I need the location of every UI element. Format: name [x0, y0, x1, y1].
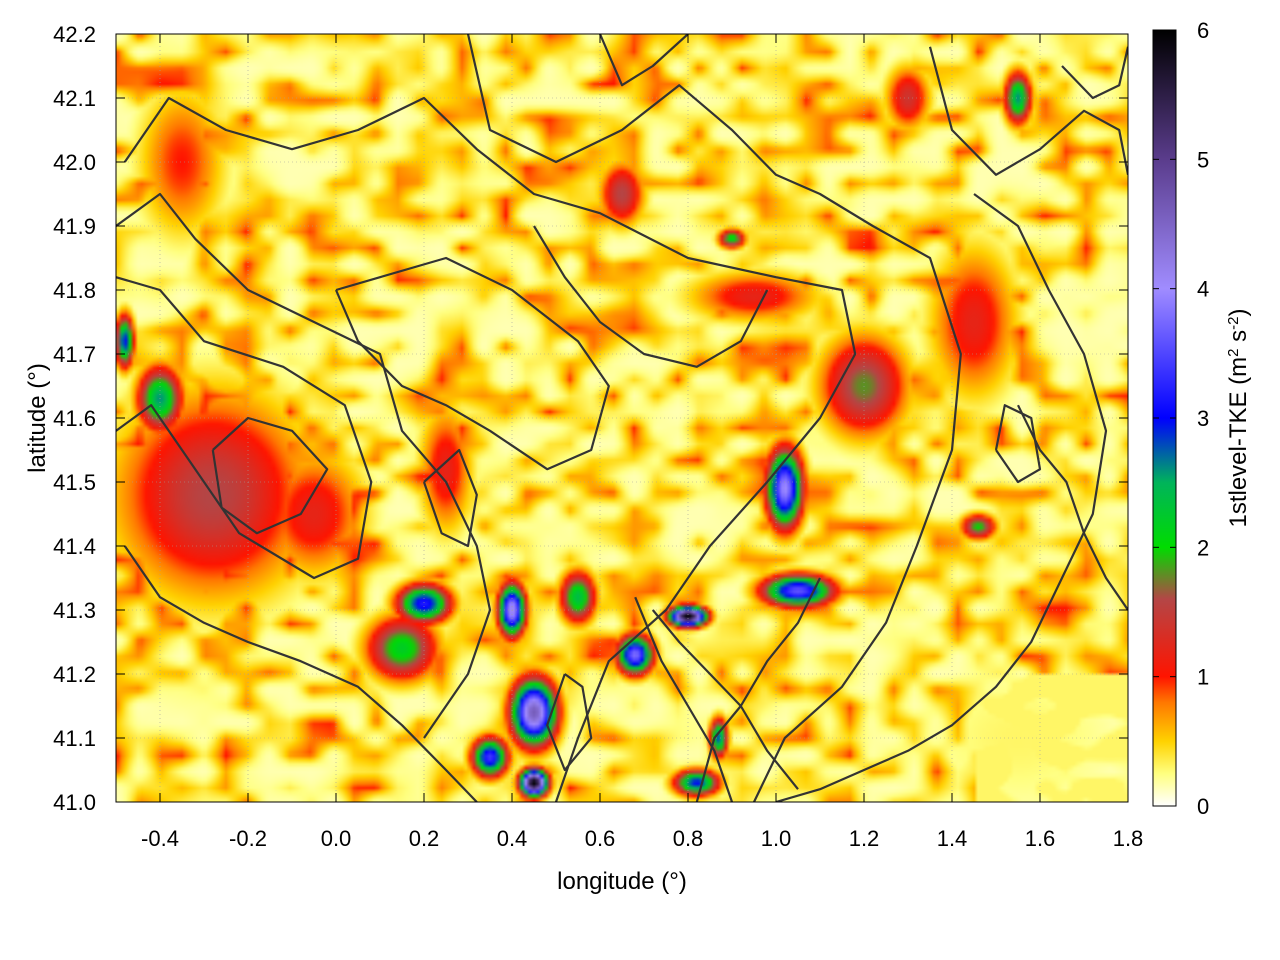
- y-tick-label: 41.4: [53, 534, 96, 559]
- y-tick-label: 42.0: [53, 150, 96, 175]
- colorbar-tick-label: 5: [1197, 147, 1209, 172]
- contour-line: [116, 276, 373, 580]
- colorbar-tick-label: 1: [1197, 665, 1209, 690]
- y-axis-ticks: 41.0 41.1 41.2 41.3 41.4 41.5 41.6 41.7 41.8 41.9…: [53, 22, 1128, 815]
- contour-line: [123, 545, 478, 802]
- colorbar-tick-label: 6: [1197, 18, 1209, 43]
- contour-line: [466, 34, 962, 802]
- terrain-contours: [116, 34, 1128, 802]
- y-tick-label: 41.6: [53, 406, 96, 431]
- colorbar-title-main: 1stlevel-TKE (m: [1225, 357, 1252, 528]
- contour-line: [422, 448, 478, 548]
- plot-area: [115, 33, 1129, 803]
- x-tick-label: 1.6: [1025, 826, 1056, 851]
- colorbar-title-mid: s: [1225, 330, 1252, 349]
- y-axis-title: latitude (°): [24, 363, 51, 473]
- y-tick-label: 41.2: [53, 662, 96, 687]
- x-axis-title: longitude (°): [557, 868, 687, 895]
- contour-line: [116, 192, 492, 739]
- contour-line: [775, 193, 1108, 802]
- x-tick-label: 1.2: [849, 826, 880, 851]
- y-tick-label: 41.8: [53, 278, 96, 303]
- colorbar-ticks: 0 1 2 3 4 5 6: [1153, 18, 1209, 819]
- y-tick-label: 42.2: [53, 22, 96, 47]
- contour-line: [634, 596, 734, 802]
- y-tick-label: 42.1: [53, 86, 96, 111]
- colorbar-tick-label: 2: [1197, 535, 1209, 560]
- contour-line: [546, 673, 593, 772]
- y-tick-label: 41.5: [53, 470, 96, 495]
- x-tick-label: 1.4: [937, 826, 968, 851]
- contour-line: [334, 256, 610, 471]
- x-tick-label: 0.6: [585, 826, 616, 851]
- contour-line: [994, 404, 1042, 484]
- x-tick-label: 0.2: [409, 826, 440, 851]
- contour-line: [598, 34, 689, 87]
- x-tick-label: -0.4: [141, 826, 179, 851]
- contour-line: [211, 416, 329, 535]
- contour-line: [123, 96, 857, 802]
- x-tick-label: 1.8: [1113, 826, 1144, 851]
- colorbar-tick-label: 3: [1197, 406, 1209, 431]
- contour-line: [533, 225, 769, 368]
- x-tick-label: -0.2: [229, 826, 267, 851]
- x-tick-label: 0.0: [321, 826, 352, 851]
- y-tick-label: 41.7: [53, 342, 96, 367]
- x-tick-label: 0.4: [497, 826, 528, 851]
- y-tick-label: 41.0: [53, 790, 96, 815]
- colorbar-title-sup1: 2: [1225, 348, 1242, 356]
- contour-line: [651, 609, 799, 790]
- contour-line: [928, 46, 1128, 176]
- x-tick-label: 0.8: [673, 826, 704, 851]
- y-tick-label: 41.1: [53, 726, 96, 751]
- y-tick-label: 41.9: [53, 214, 96, 239]
- x-tick-label: 1.0: [761, 826, 792, 851]
- x-axis-ticks: -0.4 -0.2 0.0 0.2 0.4 0.6 0.8 1.0 1.2 1.4 1.6 1.8: [141, 34, 1143, 851]
- colorbar-title-end: ): [1225, 308, 1252, 316]
- y-tick-label: 41.3: [53, 598, 96, 623]
- colorbar-title-sup2: -2: [1225, 316, 1242, 329]
- contour-line: [695, 577, 821, 802]
- colorbar-tick-label: 0: [1197, 794, 1209, 819]
- contour-line: [1061, 46, 1128, 100]
- grid-lines: [116, 34, 1128, 802]
- colorbar-title: 1stlevel-TKE (m2 s-2): [1225, 308, 1253, 527]
- colorbar-tick-label: 4: [1197, 277, 1209, 302]
